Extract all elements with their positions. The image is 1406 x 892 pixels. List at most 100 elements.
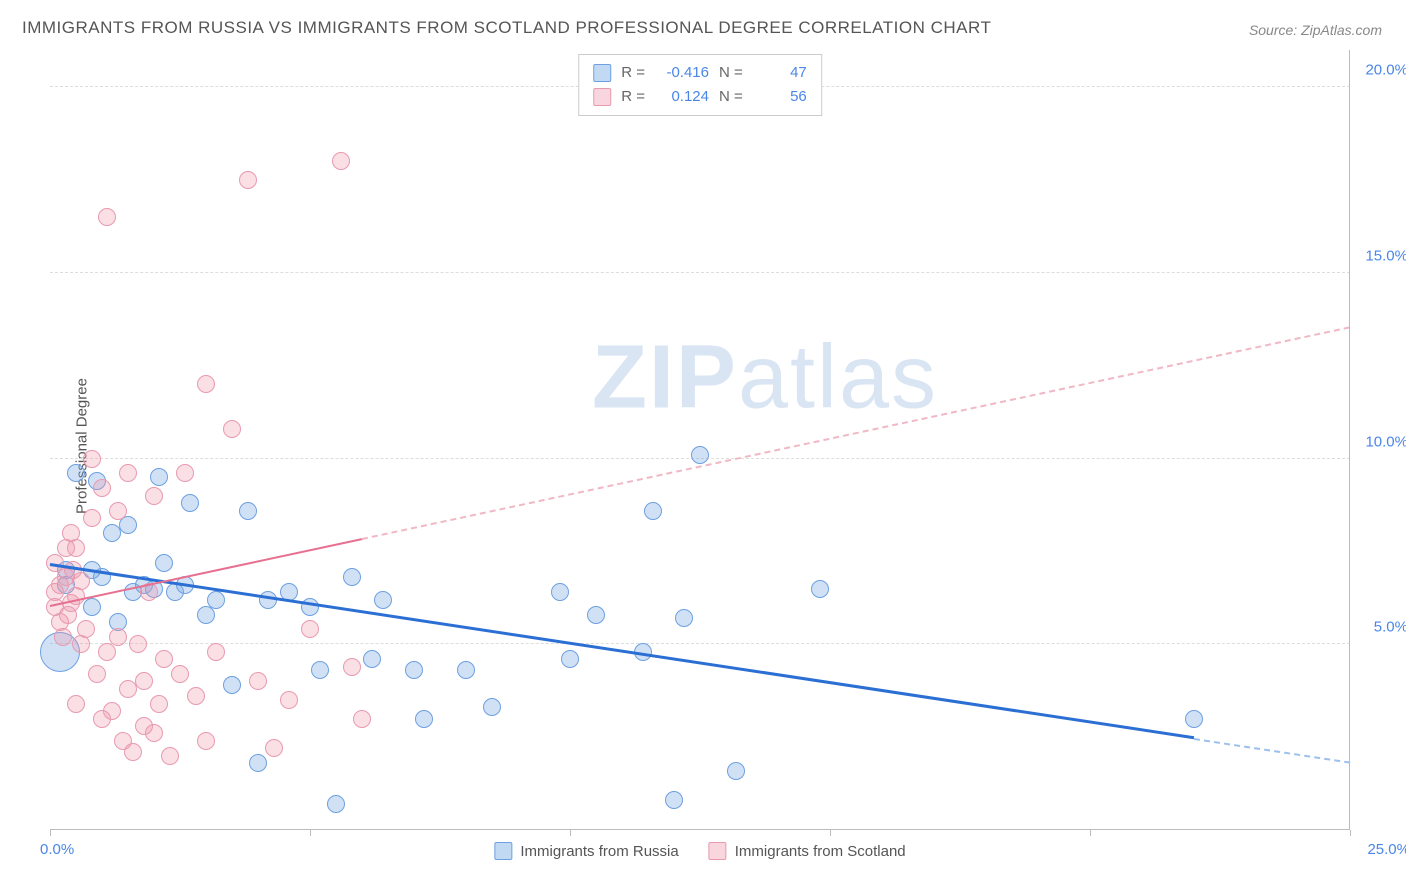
x-origin-label: 0.0% [40, 841, 74, 858]
data-point [249, 754, 267, 772]
stat-r-label: R = [621, 85, 645, 109]
data-point [239, 502, 257, 520]
stat-n-value-russia: 47 [753, 61, 807, 85]
data-point [187, 687, 205, 705]
stat-n-value-scotland: 56 [753, 85, 807, 109]
stats-row-scotland: R = 0.124 N = 56 [593, 85, 807, 109]
data-point [207, 643, 225, 661]
data-point [587, 606, 605, 624]
data-point [249, 672, 267, 690]
watermark: ZIPatlas [592, 326, 938, 429]
x-tick [50, 830, 51, 836]
data-point [675, 609, 693, 627]
data-point [223, 420, 241, 438]
data-point [265, 739, 283, 757]
data-point [181, 494, 199, 512]
data-point [161, 747, 179, 765]
data-point [415, 710, 433, 728]
data-point [83, 509, 101, 527]
x-axis [50, 829, 1350, 830]
data-point [374, 591, 392, 609]
data-point [207, 591, 225, 609]
stat-r-value-russia: -0.416 [655, 61, 709, 85]
data-point [327, 795, 345, 813]
data-point [119, 464, 137, 482]
data-point [67, 695, 85, 713]
data-point [483, 698, 501, 716]
data-point [150, 468, 168, 486]
data-point [1185, 710, 1203, 728]
swatch-blue-icon [494, 842, 512, 860]
stats-row-russia: R = -0.416 N = 47 [593, 61, 807, 85]
data-point [332, 152, 350, 170]
y-axis-right [1349, 50, 1350, 830]
data-point [98, 208, 116, 226]
swatch-pink-icon [709, 842, 727, 860]
data-point [103, 702, 121, 720]
data-point [280, 691, 298, 709]
stats-legend: R = -0.416 N = 47 R = 0.124 N = 56 [578, 54, 822, 116]
data-point [145, 724, 163, 742]
data-point [176, 464, 194, 482]
gridline [50, 272, 1350, 273]
data-point [145, 487, 163, 505]
data-point [223, 676, 241, 694]
trendline-dashed [362, 327, 1350, 541]
source-label: Source: ZipAtlas.com [1249, 22, 1382, 38]
stat-n-label: N = [719, 85, 743, 109]
data-point [197, 732, 215, 750]
data-point [129, 635, 147, 653]
data-point [343, 658, 361, 676]
data-point [171, 665, 189, 683]
data-point [124, 743, 142, 761]
swatch-pink-icon [593, 88, 611, 106]
stat-n-label: N = [719, 61, 743, 85]
data-point [405, 661, 423, 679]
data-point [239, 171, 257, 189]
data-point [67, 539, 85, 557]
data-point [119, 516, 137, 534]
data-point [155, 650, 173, 668]
data-point [363, 650, 381, 668]
data-point [98, 643, 116, 661]
data-point [83, 598, 101, 616]
y-tick-label: 20.0% [1365, 62, 1406, 79]
x-tick [1350, 830, 1351, 836]
data-point [727, 762, 745, 780]
y-tick-label: 5.0% [1374, 619, 1406, 636]
data-point [135, 672, 153, 690]
plot-area: ZIPatlas 0.0% 25.0% R = -0.416 N = 47 R … [50, 50, 1350, 830]
data-point [197, 375, 215, 393]
x-tick [310, 830, 311, 836]
x-max-label: 25.0% [1367, 841, 1406, 858]
gridline [50, 643, 1350, 644]
x-tick [830, 830, 831, 836]
data-point [561, 650, 579, 668]
data-point [343, 568, 361, 586]
data-point [93, 479, 111, 497]
chart-title: IMMIGRANTS FROM RUSSIA VS IMMIGRANTS FRO… [22, 18, 991, 38]
stat-r-value-scotland: 0.124 [655, 85, 709, 109]
data-point [109, 628, 127, 646]
data-point [109, 502, 127, 520]
legend-label-scotland: Immigrants from Scotland [735, 843, 906, 860]
data-point [457, 661, 475, 679]
data-point [311, 661, 329, 679]
bottom-legend: Immigrants from Russia Immigrants from S… [494, 842, 905, 860]
trendline-dashed [1194, 738, 1350, 764]
data-point [551, 583, 569, 601]
y-tick-label: 10.0% [1365, 433, 1406, 450]
data-point [54, 628, 72, 646]
data-point [155, 554, 173, 572]
data-point [83, 450, 101, 468]
y-tick-label: 15.0% [1365, 247, 1406, 264]
data-point [301, 620, 319, 638]
data-point [665, 791, 683, 809]
data-point [150, 695, 168, 713]
data-point [691, 446, 709, 464]
legend-item-scotland: Immigrants from Scotland [709, 842, 906, 860]
x-tick [570, 830, 571, 836]
data-point [77, 620, 95, 638]
data-point [644, 502, 662, 520]
data-point [88, 665, 106, 683]
